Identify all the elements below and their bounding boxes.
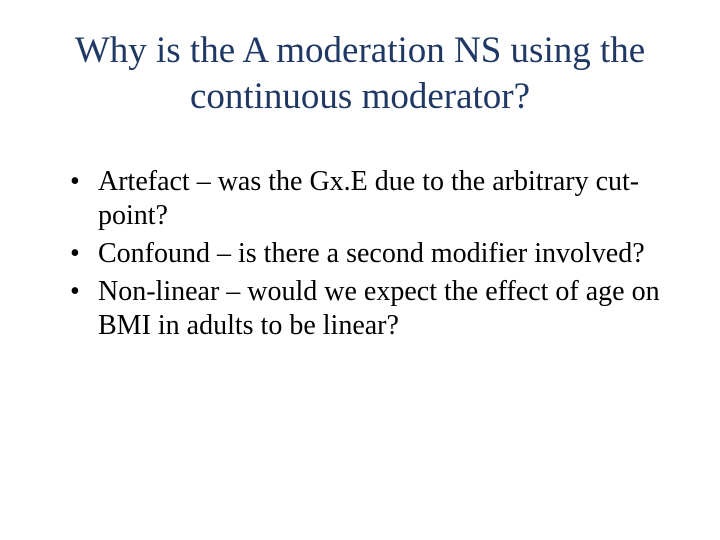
bullet-item: Artefact – was the Gx.E due to the arbit… [70,165,670,233]
slide-bullet-list: Artefact – was the Gx.E due to the arbit… [70,165,670,344]
bullet-item: Non-linear – would we expect the effect … [70,275,670,343]
slide: Why is the A moderation NS using the con… [0,0,720,540]
bullet-item: Confound – is there a second modifier in… [70,237,670,271]
slide-title: Why is the A moderation NS using the con… [70,28,650,121]
